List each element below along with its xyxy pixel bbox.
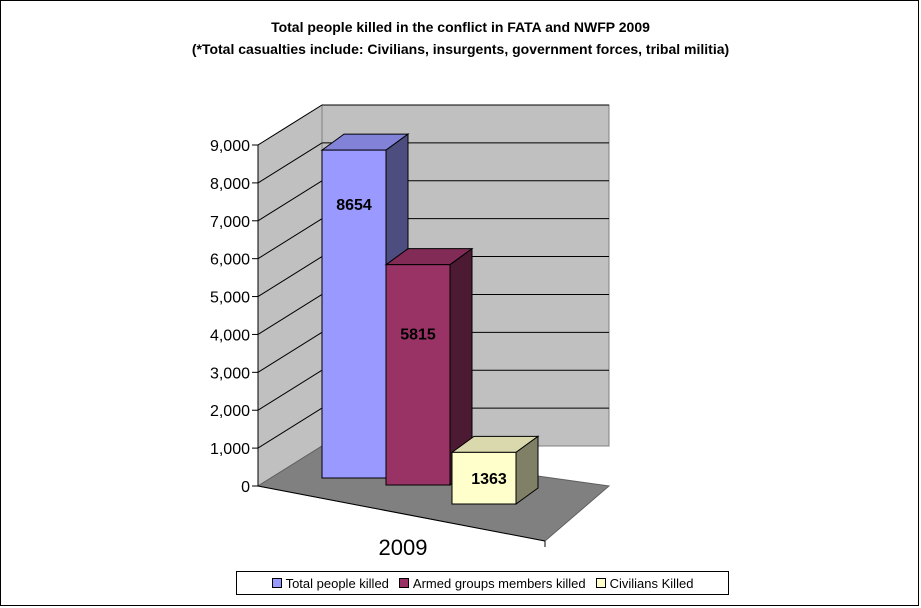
- legend-swatch: [398, 578, 409, 588]
- legend-swatch: [271, 578, 282, 588]
- data-label: 8654: [336, 197, 372, 214]
- legend-label: Armed groups members killed: [412, 575, 586, 591]
- chart-bars: [320, 133, 540, 505]
- chart-plot: 0 1,000 2,000 3,000 4,000 5,000 6,000 7,000 8,00…: [210, 104, 611, 560]
- bar-front: [451, 451, 517, 505]
- legend-label: Total people killed: [285, 575, 389, 591]
- bar-1: [320, 133, 410, 479]
- chart-subtitle: (*Total casualties include: Civilians, i…: [191, 41, 730, 57]
- chart-labels: 0 1,000 2,000 3,000 4,000 5,000 6,000 7,000 8,00…: [210, 138, 507, 560]
- bar-front: [321, 149, 387, 479]
- gridline-side: [257, 294, 323, 335]
- gridline-side: [257, 104, 323, 146]
- gridline-side: [257, 180, 323, 222]
- y-tick-label: 4,000: [210, 327, 250, 344]
- y-tick-label: 9,000: [210, 138, 250, 155]
- y-tick-label: 5,000: [210, 290, 250, 307]
- gridline-side: [257, 256, 323, 297]
- data-label: 5815: [400, 327, 436, 344]
- gridline-side: [257, 142, 323, 184]
- y-tick-label: 7,000: [210, 214, 250, 231]
- y-tick-label: 8,000: [210, 176, 250, 193]
- bar-2: [384, 247, 474, 486]
- y-tick-label: 1,000: [210, 441, 250, 458]
- y-tick-label: 3,000: [210, 365, 250, 382]
- gridline-side: [257, 407, 323, 449]
- legend-swatch: [595, 578, 606, 588]
- y-tick-label: 0: [241, 479, 250, 496]
- y-tick-label: 6,000: [210, 252, 250, 269]
- gridline-side: [257, 331, 323, 373]
- side-wall: [257, 104, 323, 487]
- x-axis: [257, 485, 546, 542]
- chart-legend: Total people killed Armed groups members …: [236, 571, 729, 595]
- y-tick-label: 2,000: [210, 403, 250, 420]
- bar-front: [385, 264, 451, 486]
- chart-title: Total people killed in the conflict in F…: [271, 19, 650, 35]
- data-label: 1363: [471, 471, 507, 488]
- x-category-label: 2009: [379, 535, 428, 560]
- legend-label: Civilians Killed: [609, 575, 694, 591]
- legend-item: Armed groups members killed: [398, 575, 586, 591]
- gridline-side: [257, 218, 323, 260]
- gridline-side: [257, 369, 323, 411]
- legend-item: Total people killed: [271, 575, 389, 591]
- bar-3: [450, 435, 540, 505]
- legend-item: Civilians Killed: [595, 575, 694, 591]
